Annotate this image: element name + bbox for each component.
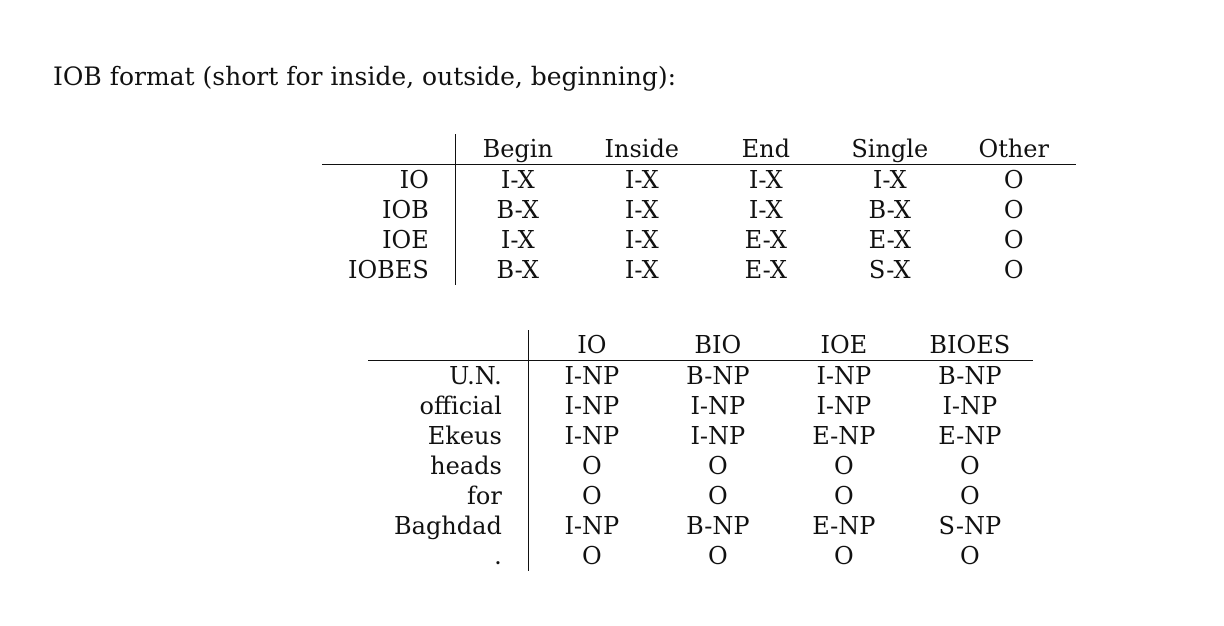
table-cell: O (959, 482, 980, 510)
table-header-row: Begin Inside End Single Other (322, 134, 1076, 165)
table-cell: I-X (748, 166, 783, 194)
column-header: BIO (654, 330, 781, 361)
column-header: Other (951, 134, 1076, 165)
row-label: U.N. (368, 360, 529, 391)
table-cell: O (581, 452, 602, 480)
table-cell: I-NP (816, 392, 872, 420)
table-cell: I-NP (564, 362, 620, 390)
table-cell: I-X (748, 196, 783, 224)
table-cell: S-NP (938, 512, 1002, 540)
table-row: IOE I-X I-X E-X E-X O (322, 225, 1076, 255)
table-cell: B-X (868, 196, 911, 224)
table-header-row: IO BIO IOE BIOES (368, 330, 1033, 361)
row-label: IO (322, 164, 456, 195)
table-cell: I-NP (942, 392, 998, 420)
intro-text: IOB format (short for inside, outside, b… (53, 62, 677, 91)
table-row: Ekeus I-NP I-NP E-NP E-NP (368, 421, 1033, 451)
table-cell: E-NP (938, 422, 1002, 450)
table-cell: B-NP (938, 362, 1002, 390)
table-cell: E-X (744, 226, 787, 254)
table-cell: O (1003, 196, 1024, 224)
row-label: Ekeus (368, 421, 529, 451)
row-label: heads (368, 451, 529, 481)
table-cell: I-NP (690, 392, 746, 420)
row-label: official (368, 391, 529, 421)
column-header: IOE (780, 330, 907, 361)
table-row: . O O O O (368, 541, 1033, 571)
table-cell: I-NP (690, 422, 746, 450)
example-sentence-table: IO BIO IOE BIOES U.N. I-NP B-NP I-NP B-N… (368, 330, 1033, 571)
table-cell: B-X (496, 196, 539, 224)
table-cell: I-NP (564, 512, 620, 540)
table-cell: O (959, 542, 980, 570)
table-cell: I-X (624, 256, 659, 284)
table-cell: O (833, 482, 854, 510)
table-cell: I-X (624, 226, 659, 254)
table-cell: I-X (624, 166, 659, 194)
table-cell: O (1003, 256, 1024, 284)
table-cell: B-NP (686, 362, 750, 390)
table-cell: O (1003, 226, 1024, 254)
table-cell: E-X (744, 256, 787, 284)
table-cell: B-NP (686, 512, 750, 540)
row-label: IOB (322, 195, 456, 225)
table-cell: O (581, 542, 602, 570)
table-cell: S-X (868, 256, 911, 284)
table-row: heads O O O O (368, 451, 1033, 481)
column-header: IO (528, 330, 655, 361)
table-cell: B-X (496, 256, 539, 284)
table-cell: I-X (500, 226, 535, 254)
table-row: IOB B-X I-X I-X B-X O (322, 195, 1076, 225)
column-header: Inside (579, 134, 704, 165)
row-label: IOE (322, 225, 456, 255)
table-cell: E-X (868, 226, 911, 254)
table-cell: I-NP (816, 362, 872, 390)
table-row: Baghdad I-NP B-NP E-NP S-NP (368, 511, 1033, 541)
table-cell: I-NP (564, 392, 620, 420)
column-header: BIOES (906, 330, 1033, 361)
table-cell: O (833, 542, 854, 570)
table-row: IO I-X I-X I-X I-X O (322, 164, 1076, 195)
table-cell: O (581, 482, 602, 510)
column-header: Begin (455, 134, 580, 165)
row-label: for (368, 481, 529, 511)
table-row: official I-NP I-NP I-NP I-NP (368, 391, 1033, 421)
column-header: End (703, 134, 828, 165)
table-row: IOBES B-X I-X E-X S-X O (322, 255, 1076, 285)
row-label: Baghdad (368, 511, 529, 541)
table-cell: O (707, 542, 728, 570)
table-row: for O O O O (368, 481, 1033, 511)
corner-cell (322, 134, 456, 165)
table-cell: I-X (624, 196, 659, 224)
row-label: . (368, 541, 529, 571)
table-row: U.N. I-NP B-NP I-NP B-NP (368, 360, 1033, 391)
table-cell: O (833, 452, 854, 480)
table-cell: O (707, 452, 728, 480)
row-label: IOBES (322, 255, 456, 285)
table-cell: O (707, 482, 728, 510)
table-cell: E-NP (812, 422, 876, 450)
table-cell: I-NP (564, 422, 620, 450)
table-cell: I-X (872, 166, 907, 194)
tagging-scheme-table: Begin Inside End Single Other IO I-X I-X… (322, 134, 1076, 285)
table-cell: E-NP (812, 512, 876, 540)
corner-cell (368, 330, 529, 361)
table-cell: O (959, 452, 980, 480)
table-cell: I-X (500, 166, 535, 194)
column-header: Single (827, 134, 952, 165)
table-cell: O (1003, 166, 1024, 194)
